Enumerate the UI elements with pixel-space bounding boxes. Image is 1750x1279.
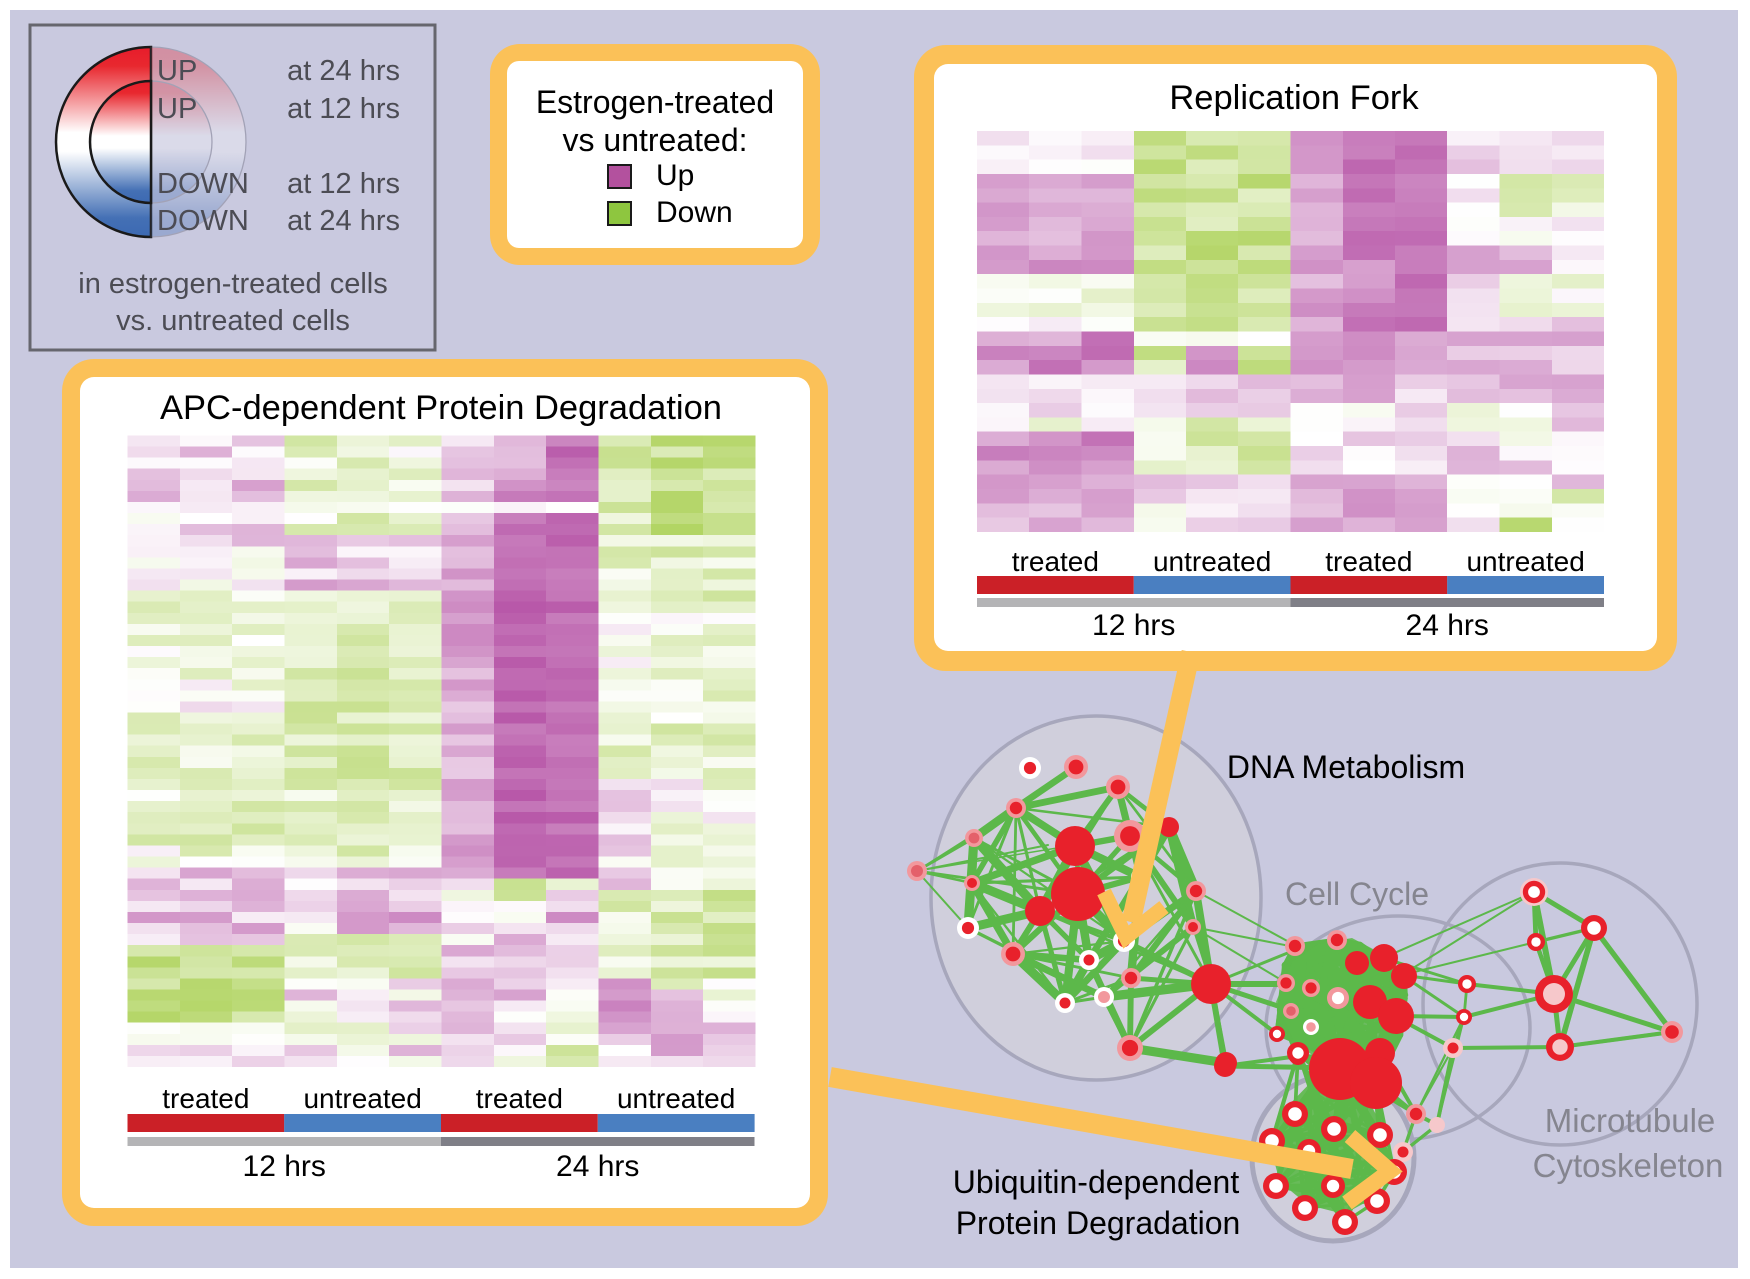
- svg-text:Up: Up: [656, 159, 694, 192]
- svg-text:24 hrs: 24 hrs: [1406, 609, 1489, 642]
- svg-text:DNA Metabolism: DNA Metabolism: [1227, 749, 1465, 785]
- svg-text:Estrogen-treated: Estrogen-treated: [536, 84, 774, 120]
- svg-text:in estrogen-treated cells: in estrogen-treated cells: [78, 268, 388, 300]
- svg-text:untreated: untreated: [1466, 546, 1584, 577]
- svg-text:24 hrs: 24 hrs: [556, 1150, 639, 1183]
- svg-text:treated: treated: [1012, 546, 1099, 577]
- svg-text:UP: UP: [157, 93, 197, 125]
- svg-text:vs. untreated cells: vs. untreated cells: [116, 305, 350, 337]
- svg-text:Replication Fork: Replication Fork: [1169, 79, 1419, 117]
- svg-text:Down: Down: [656, 196, 733, 229]
- svg-text:at 24 hrs: at 24 hrs: [287, 205, 400, 237]
- svg-text:UP: UP: [157, 55, 197, 87]
- svg-text:at 12 hrs: at 12 hrs: [287, 168, 400, 200]
- svg-text:vs untreated:: vs untreated:: [563, 122, 748, 158]
- svg-text:untreated: untreated: [303, 1083, 421, 1114]
- svg-text:treated: treated: [162, 1083, 249, 1114]
- svg-text:APC-dependent Protein Degradat: APC-dependent Protein Degradation: [160, 389, 722, 427]
- svg-text:at 12 hrs: at 12 hrs: [287, 93, 400, 125]
- svg-text:Ubiquitin-dependent: Ubiquitin-dependent: [953, 1164, 1240, 1200]
- svg-text:Cell Cycle: Cell Cycle: [1285, 876, 1429, 912]
- svg-text:Microtubule: Microtubule: [1545, 1102, 1716, 1139]
- svg-text:Cytoskeleton: Cytoskeleton: [1533, 1147, 1724, 1184]
- svg-text:12 hrs: 12 hrs: [1092, 609, 1175, 642]
- svg-text:treated: treated: [476, 1083, 563, 1114]
- svg-text:treated: treated: [1325, 546, 1412, 577]
- svg-text:DOWN: DOWN: [157, 205, 249, 237]
- svg-text:untreated: untreated: [1153, 546, 1271, 577]
- svg-text:DOWN: DOWN: [157, 168, 249, 200]
- svg-text:untreated: untreated: [617, 1083, 735, 1114]
- svg-text:12 hrs: 12 hrs: [243, 1150, 326, 1183]
- svg-text:Protein Degradation: Protein Degradation: [956, 1205, 1241, 1241]
- svg-text:at 24 hrs: at 24 hrs: [287, 55, 400, 87]
